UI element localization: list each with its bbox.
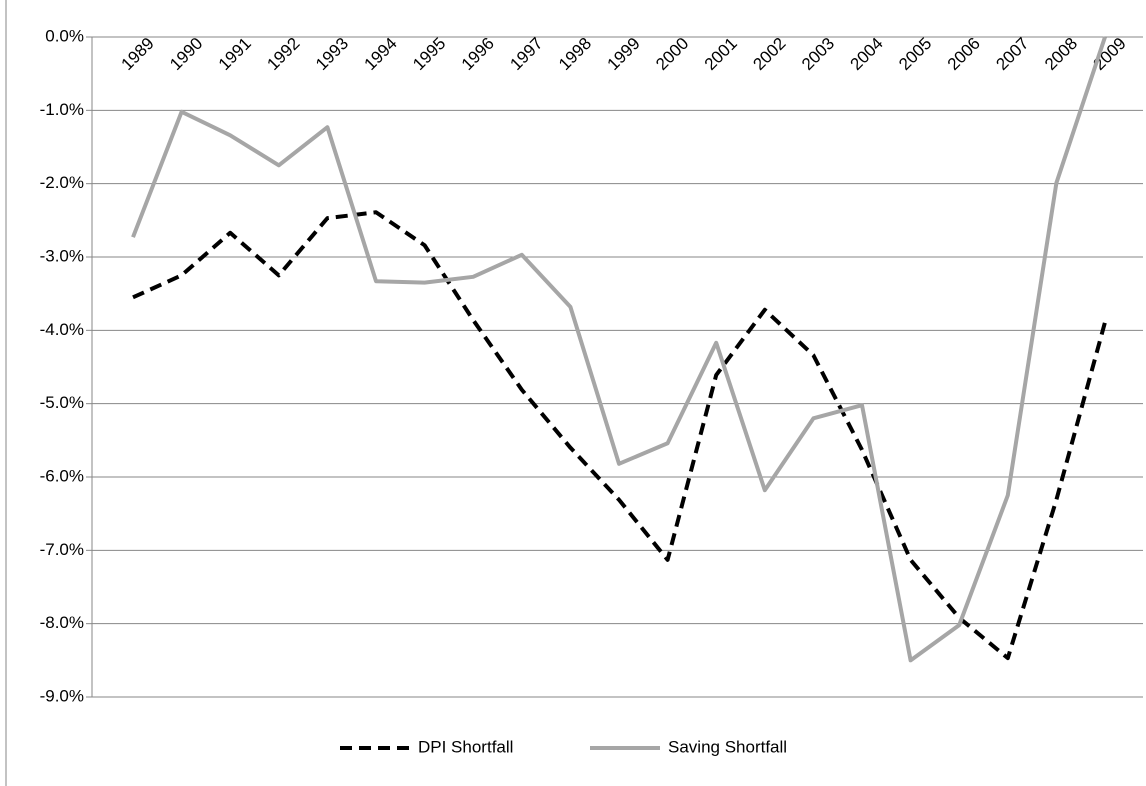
x-tick-label: 2000 — [652, 34, 692, 74]
x-tick-label: 1998 — [555, 34, 595, 74]
x-tick-label: 1989 — [118, 34, 158, 74]
x-tick-label: 1994 — [361, 34, 401, 74]
y-tick-label: 0.0% — [45, 26, 84, 45]
x-tick-label: 1991 — [215, 34, 255, 74]
x-tick-label: 1999 — [604, 34, 644, 74]
y-tick-label: -8.0% — [40, 613, 84, 632]
y-tick-label: -5.0% — [40, 393, 84, 412]
x-tick-label: 1997 — [506, 34, 546, 74]
legend-label: DPI Shortfall — [418, 737, 513, 756]
series-line — [131, 36, 1107, 663]
x-tick-label: 1990 — [166, 34, 206, 74]
series-line — [132, 210, 1107, 661]
y-tick-label: -2.0% — [40, 173, 84, 192]
x-tick-label: 2007 — [992, 34, 1032, 74]
legend-label: Saving Shortfall — [668, 737, 787, 756]
y-tick-label: -9.0% — [40, 686, 84, 705]
x-tick-label: 2008 — [1041, 34, 1081, 74]
x-tick-label: 1992 — [263, 34, 303, 74]
y-tick-label: -7.0% — [40, 540, 84, 559]
x-tick-label: 2001 — [701, 34, 741, 74]
x-tick-label: 1996 — [458, 34, 498, 74]
x-tick-label: 1995 — [409, 34, 449, 74]
x-tick-label: 2003 — [798, 34, 838, 74]
x-tick-label: 2002 — [749, 34, 789, 74]
y-tick-label: -6.0% — [40, 466, 84, 485]
x-tick-label: 1993 — [312, 34, 352, 74]
x-tick-label: 2004 — [847, 34, 887, 74]
y-tick-label: -1.0% — [40, 100, 84, 119]
x-tick-label: 2005 — [895, 34, 935, 74]
y-tick-label: -4.0% — [40, 320, 84, 339]
y-tick-label: -3.0% — [40, 246, 84, 265]
x-tick-label: 2006 — [944, 34, 984, 74]
